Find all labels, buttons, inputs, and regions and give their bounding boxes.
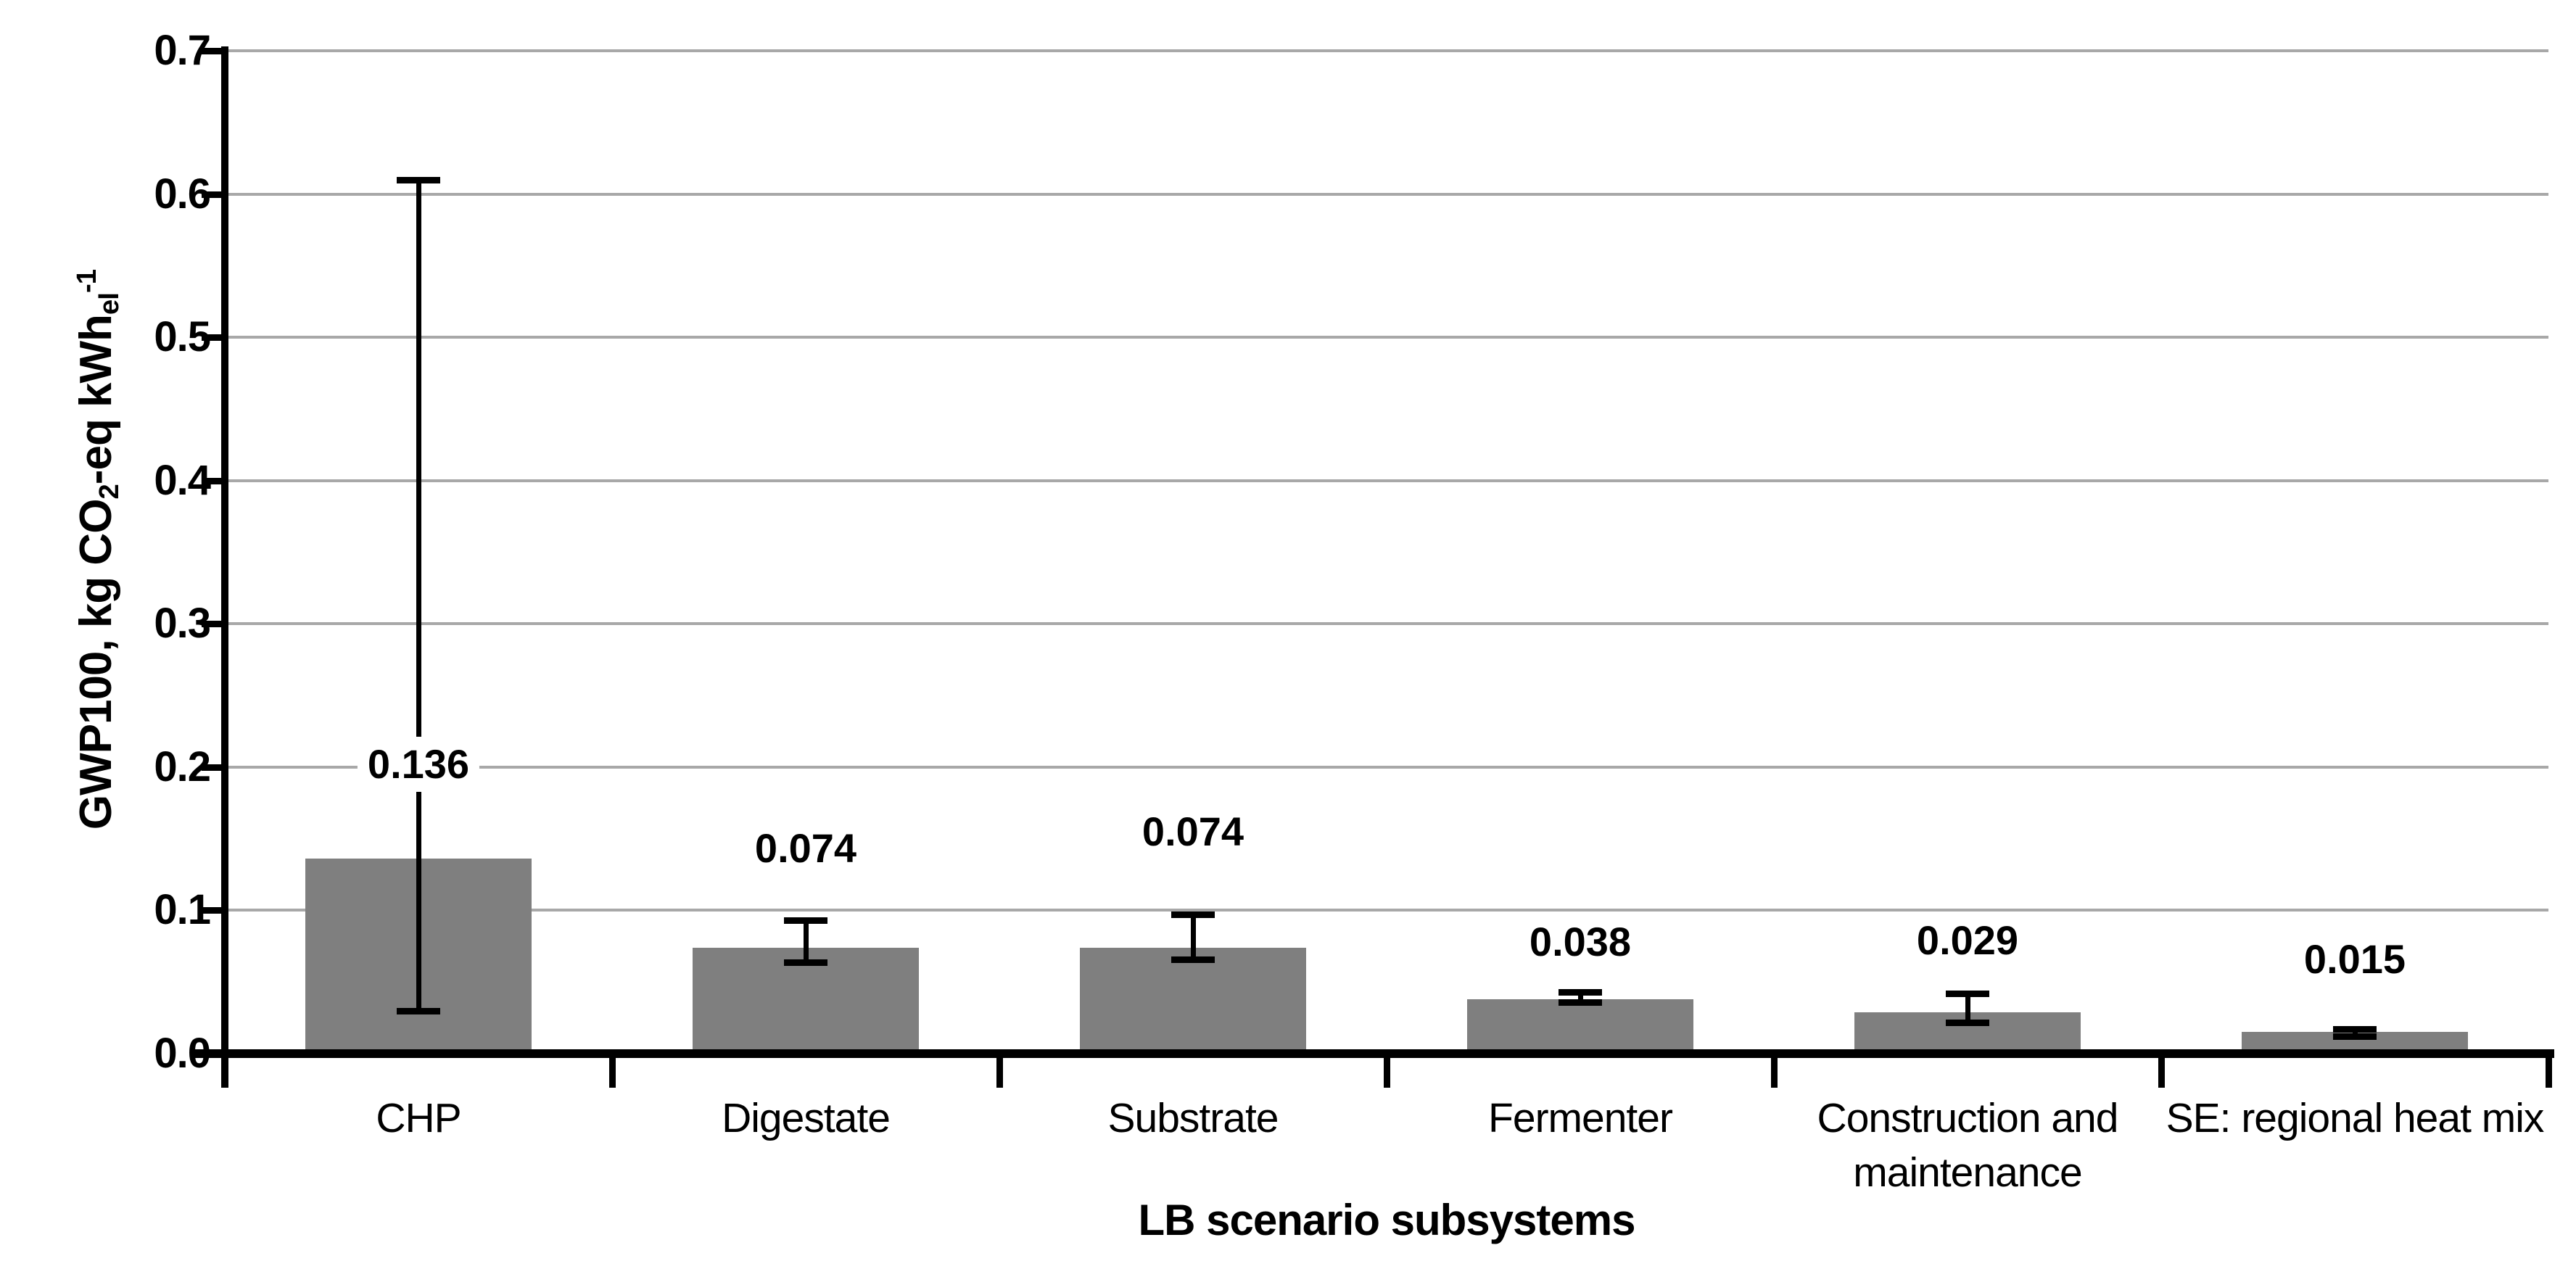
bar-fermenter (1467, 999, 1693, 1054)
category-label-fermenter: Fermenter (1488, 1095, 1673, 1141)
y-tick-label: 0.1 (154, 886, 211, 934)
x-tick-mark (222, 1054, 228, 1088)
x-tick-mark (1771, 1054, 1778, 1088)
error-bar-cap-top (784, 917, 827, 925)
y-tick-label: 0.5 (154, 313, 211, 361)
gridline (225, 479, 2548, 482)
gridline (225, 336, 2548, 339)
y-axis-title-segment: -1 (71, 269, 103, 294)
gridline (225, 765, 2548, 769)
x-tick-mark (996, 1054, 1003, 1088)
error-bar-cap-top (2333, 1026, 2377, 1033)
gridline (225, 622, 2548, 626)
y-axis-title-segment: el (93, 293, 125, 315)
y-tick-label: 0.7 (154, 27, 211, 74)
y-axis-title-segment: GWP100, kg CO (71, 499, 122, 830)
y-tick-mark (202, 621, 226, 628)
gridline (225, 49, 2548, 52)
error-bar-cap-top (1559, 989, 1602, 996)
y-tick-mark (202, 334, 226, 342)
data-label-fermenter: 0.038 (1519, 914, 1642, 970)
category-label-chp: CHP (376, 1095, 461, 1141)
x-tick-mark (609, 1054, 616, 1088)
y-tick-mark (202, 764, 226, 771)
category-label-substrate: Substrate (1107, 1095, 1279, 1141)
x-tick-mark (1384, 1054, 1390, 1088)
error-bar-line (1191, 914, 1196, 959)
gridline (225, 192, 2548, 196)
x-tick-mark (2158, 1054, 2165, 1088)
y-tick-mark (202, 477, 226, 484)
y-tick-label: 0.3 (154, 600, 211, 648)
y-axis-title-segment: 2 (93, 484, 125, 500)
y-tick-mark (202, 48, 226, 54)
x-tick-mark (2546, 1054, 2552, 1088)
error-bar-cap-top (397, 176, 440, 183)
gridline (225, 909, 2548, 912)
error-bar-cap-top (1171, 912, 1215, 919)
error-bar-cap-bottom (1559, 999, 1602, 1006)
category-label-se-regional-heat-mix: SE: regional heat mix (2166, 1095, 2545, 1141)
data-label-substrate: 0.074 (1131, 803, 1255, 859)
error-bar-line (804, 920, 809, 962)
y-axis-line (221, 46, 228, 1088)
error-bar-cap-bottom (784, 959, 827, 966)
error-bar-line (416, 179, 421, 1011)
y-tick-label: 0.6 (154, 170, 211, 218)
y-axis-title: GWP100, kg CO2-eq kWhel-1 (70, 270, 125, 830)
error-bar-cap-bottom (397, 1007, 440, 1014)
x-axis-title: LB scenario subsystems (1138, 1196, 1636, 1244)
data-label-chp: 0.136 (357, 736, 480, 792)
y-tick-mark (202, 191, 226, 198)
y-tick-label: 0.2 (154, 743, 211, 790)
error-bar-cap-bottom (2333, 1033, 2377, 1041)
data-label-digestate: 0.074 (744, 821, 867, 877)
error-bar-cap-bottom (1946, 1019, 1989, 1026)
y-axis-title-segment: -eq kWh (71, 315, 122, 485)
error-bar-cap-top (1946, 991, 1989, 998)
x-axis-line (194, 1049, 2554, 1058)
error-bar-cap-bottom (1171, 956, 1215, 963)
bar-substrate (1080, 947, 1306, 1054)
data-label-se-regional-heat-mix: 0.015 (2293, 931, 2416, 987)
y-tick-mark (202, 907, 226, 914)
category-label-construction-and-maintenance: Construction and maintenance (1817, 1095, 2119, 1196)
category-label-digestate: Digestate (722, 1095, 891, 1141)
y-tick-label: 0.4 (154, 456, 211, 504)
error-bar-line (1965, 993, 1970, 1022)
error-bar-line (1578, 992, 1583, 1002)
data-label-construction-and-maintenance: 0.029 (1906, 912, 2029, 968)
